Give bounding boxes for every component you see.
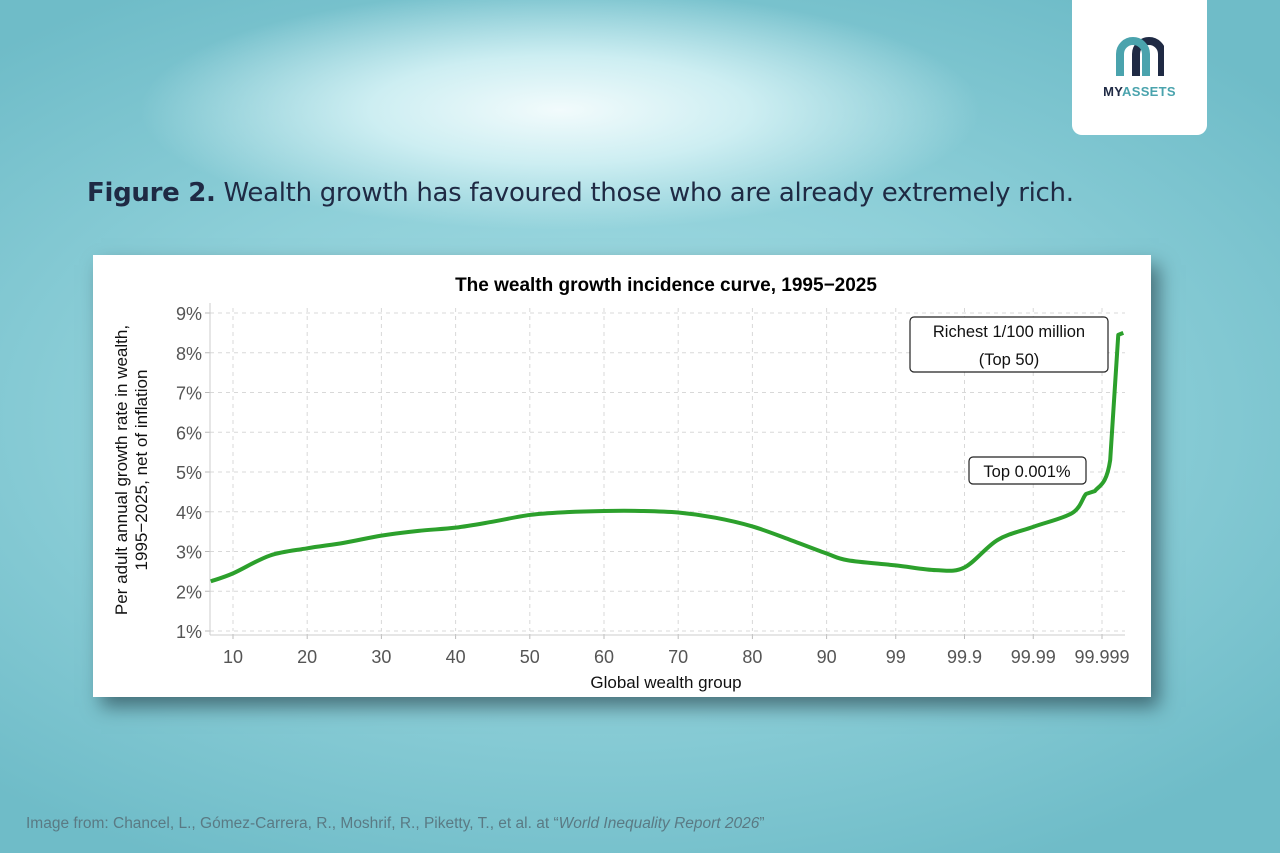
x-tick-label: 99.9 <box>947 647 982 667</box>
x-tick-label: 99.99 <box>1011 647 1056 667</box>
image-credit: Image from: Chancel, L., Gómez-Carrera, … <box>26 815 765 833</box>
y-tick-label: 2% <box>176 582 202 602</box>
chart-title: The wealth growth incidence curve, 1995−… <box>455 275 877 296</box>
x-tick-label: 10 <box>223 647 243 667</box>
x-axis-label: Global wealth group <box>590 673 741 692</box>
x-tick-label: 90 <box>817 647 837 667</box>
logo-wordmark: MYASSETS <box>1103 84 1176 99</box>
annotation-top-0001: Top 0.001% <box>968 456 1087 485</box>
x-tick-label: 40 <box>446 647 466 667</box>
x-tick-label: 99 <box>886 647 906 667</box>
x-tick-label: 20 <box>297 647 317 667</box>
credit-suffix: ” <box>759 815 765 832</box>
y-tick-label: 1% <box>176 622 202 642</box>
y-tick-label: 4% <box>176 503 202 523</box>
y-tick-label: 3% <box>176 543 202 563</box>
x-tick-label: 80 <box>742 647 762 667</box>
x-tick-label: 70 <box>668 647 688 667</box>
y-axis-label-line1: Per adult annual growth rate in wealth, <box>112 325 131 615</box>
annotation-richest: Richest 1/100 million (Top 50) <box>909 316 1109 373</box>
x-tick-label: 60 <box>594 647 614 667</box>
x-tick-label: 50 <box>520 647 540 667</box>
annotation-top-0001-text: Top 0.001% <box>983 463 1070 481</box>
figure-caption-text: Wealth growth has favoured those who are… <box>223 178 1074 208</box>
myassets-logo: MYASSETS <box>1072 0 1207 135</box>
logo-mark-icon <box>1116 37 1164 76</box>
figure-label: Figure 2. <box>87 178 216 208</box>
wealth-growth-chart: The wealth growth incidence curve, 1995−… <box>112 275 1130 692</box>
chart-card: The wealth growth incidence curve, 1995−… <box>93 255 1151 697</box>
annotation-richest-line1: Richest 1/100 million <box>933 323 1085 341</box>
figure-caption: Figure 2. Wealth growth has favoured tho… <box>87 178 1074 208</box>
y-tick-label: 9% <box>176 304 202 324</box>
y-tick-label: 6% <box>176 423 202 443</box>
annotation-richest-line2: (Top 50) <box>979 351 1040 369</box>
y-tick-label: 7% <box>176 384 202 404</box>
x-tick-label: 30 <box>371 647 391 667</box>
x-tick-label: 99.999 <box>1074 647 1129 667</box>
credit-prefix: Image from: Chancel, L., Gómez-Carrera, … <box>26 815 559 832</box>
y-tick-label: 5% <box>176 463 202 483</box>
y-tick-label: 8% <box>176 344 202 364</box>
y-axis-label-line2: 1995−2025, net of inflation <box>132 370 151 571</box>
credit-source: World Inequality Report 2026 <box>558 815 760 832</box>
